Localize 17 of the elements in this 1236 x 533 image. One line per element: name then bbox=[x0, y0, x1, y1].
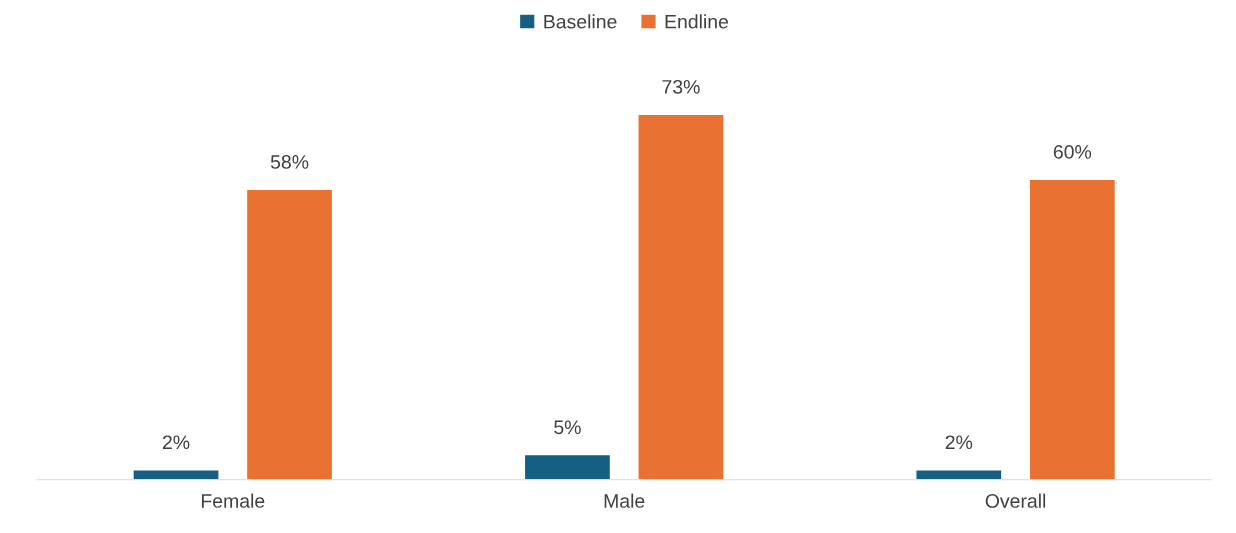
data-label: 2% bbox=[162, 435, 190, 450]
data-label: 60% bbox=[1053, 145, 1092, 159]
data-label: 73% bbox=[662, 79, 700, 94]
data-label: 2% bbox=[945, 435, 973, 450]
x-tick-label: Male bbox=[604, 493, 645, 508]
bar bbox=[245, 188, 334, 480]
x-tick-label: Overall bbox=[985, 493, 1046, 508]
bar bbox=[132, 468, 220, 480]
legend-label: Endline bbox=[665, 14, 729, 29]
bar bbox=[523, 453, 612, 480]
legend-label: Baseline bbox=[544, 14, 617, 29]
bar bbox=[1028, 178, 1117, 480]
x-tick-label: Female bbox=[201, 493, 265, 508]
data-label: 5% bbox=[554, 420, 581, 435]
bar bbox=[915, 468, 1003, 480]
data-label: 58% bbox=[270, 155, 309, 169]
bar bbox=[637, 113, 725, 480]
